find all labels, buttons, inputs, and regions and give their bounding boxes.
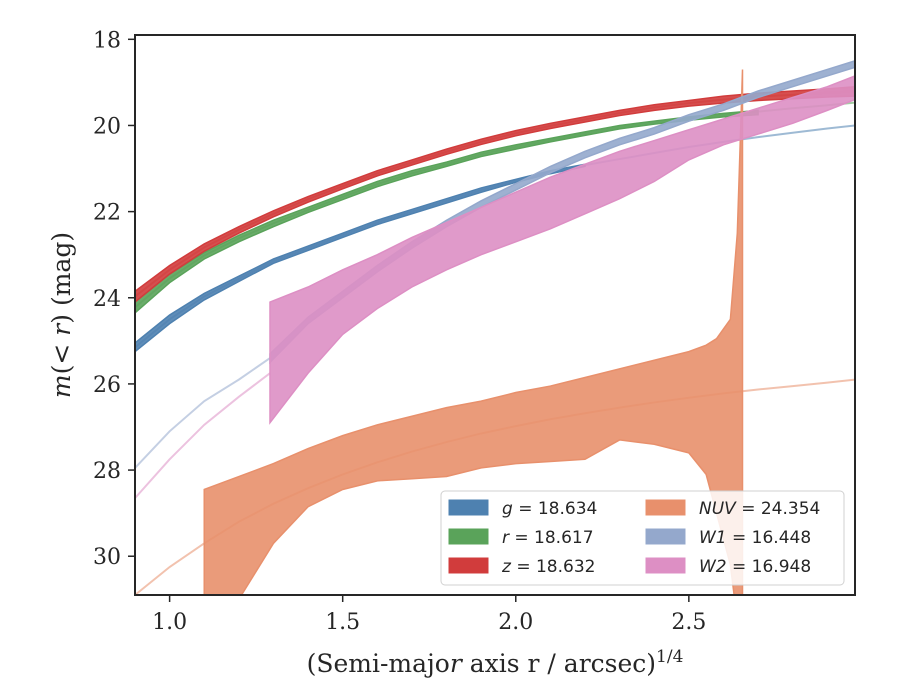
y-tick-label: 22 [93, 201, 121, 226]
y-tick-label: 20 [93, 114, 121, 139]
series-w2-model-line [135, 372, 271, 499]
y-tick-label: 24 [93, 287, 121, 312]
x-tick-label: 1.5 [325, 610, 360, 635]
legend-swatch-w1 [645, 528, 686, 545]
y-tick-label: 30 [93, 545, 121, 570]
y-tick-label: 28 [93, 459, 121, 484]
legend-swatch-nuv [645, 499, 686, 516]
legend-label-g: g = 18.634 [502, 499, 597, 519]
x-tick-label: 1.0 [152, 610, 187, 635]
y-axis-label: m(< r) (mag) [47, 232, 76, 398]
legend-frame [440, 490, 845, 586]
legend: g = 18.634 r = 18.617 z = 18.632 NUV = 24.3… [440, 490, 845, 586]
legend-label-w1: W1 = 16.448 [699, 528, 811, 548]
series-w2-band [269, 75, 855, 425]
legend-label-z: z = 18.632 [501, 557, 595, 577]
x-tick-label: 2.5 [671, 610, 706, 635]
y-tick-label: 18 [93, 28, 121, 53]
legend-swatch-w2 [645, 557, 686, 574]
legend-swatch-g [448, 499, 489, 516]
y-tick-label: 26 [93, 373, 121, 398]
series-nuv-band [203, 69, 744, 595]
series-z-band [135, 85, 855, 304]
series-layer [135, 60, 855, 595]
series-w1-model-line [135, 357, 271, 469]
legend-label-nuv: NUV = 24.354 [699, 499, 820, 519]
plot-frame [134, 34, 856, 596]
legend-swatch-z [448, 557, 489, 574]
legend-swatch-r [448, 528, 489, 545]
x-tick-label: 2.0 [498, 610, 533, 635]
legend-label-r: r = 18.617 [502, 528, 594, 548]
legend-label-w2: W2 = 16.948 [699, 557, 811, 577]
x-axis-label: (Semi-major axis r / arcsec)1/4 [307, 647, 684, 678]
axes-layer: 1.0 1.5 2.0 2.5 18 20 22 24 26 28 30 [93, 28, 856, 635]
